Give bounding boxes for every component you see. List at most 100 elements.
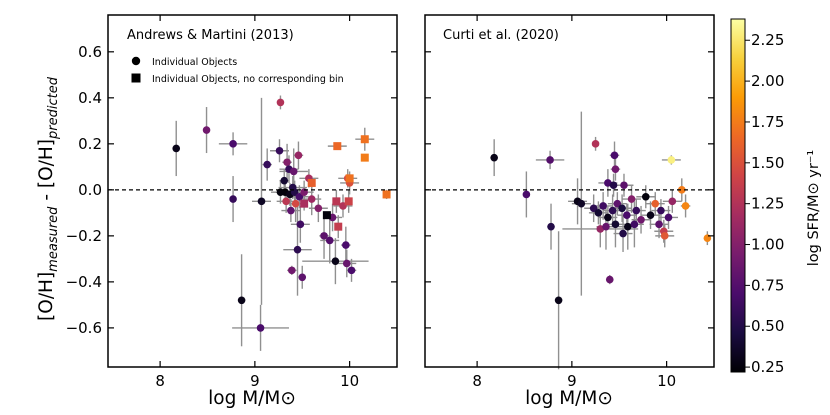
right-circle-point xyxy=(657,206,665,215)
left-circle-point xyxy=(263,160,271,169)
left-xtick-label: 10 xyxy=(340,372,359,390)
right-errorbars xyxy=(493,111,709,370)
right-circle-point xyxy=(611,165,620,173)
right-xtick-label: 8 xyxy=(472,372,482,390)
y-label-sub1: measured xyxy=(46,206,61,272)
right-circle-point xyxy=(613,199,622,208)
left-square-point xyxy=(344,197,353,206)
right-circle-point xyxy=(589,204,598,213)
left-circle-point xyxy=(282,197,290,206)
left-circle-point xyxy=(257,197,266,206)
right-circle-point xyxy=(610,151,619,160)
left-circle-point xyxy=(294,151,303,160)
colorbar-tick-label: 1.50 xyxy=(751,154,784,172)
right-circle-point xyxy=(632,206,641,215)
left-errorbars xyxy=(175,95,388,351)
right-circle-point xyxy=(681,202,690,210)
right-circle-point xyxy=(620,181,628,190)
left-square-point xyxy=(333,142,342,151)
right-circle-point xyxy=(490,153,498,162)
left-circle-point xyxy=(276,98,285,107)
left-circle-point xyxy=(256,324,265,332)
right-circle-point xyxy=(627,195,636,203)
left-circle-point xyxy=(295,192,304,201)
right-circle-point xyxy=(646,211,655,219)
right-circle-point xyxy=(623,211,631,219)
left-circle-point xyxy=(229,140,237,148)
left-ytick-label: 0.4 xyxy=(78,89,102,107)
colorbar-tick-label: 1.25 xyxy=(751,195,784,213)
left-circle-point xyxy=(320,232,328,240)
left-circle-point xyxy=(287,206,295,215)
legend-label-no-bin: Individual Objects, no corresponding bin xyxy=(152,74,344,85)
left-circle-point xyxy=(275,146,284,155)
right-circle-point xyxy=(608,206,617,215)
left-square-point xyxy=(334,222,343,231)
right-circle-point xyxy=(609,181,618,190)
right-circle-point xyxy=(677,186,686,194)
colorbar-tick-label: 0.25 xyxy=(751,358,784,376)
left-circle-point xyxy=(288,266,296,275)
right-circle-point xyxy=(623,222,632,231)
right-circle-point xyxy=(547,222,555,231)
left-circle-point xyxy=(202,126,211,134)
left-circle-point xyxy=(342,259,351,268)
left-circle-point xyxy=(347,266,356,275)
left-x-label: log M/M⊙ xyxy=(208,388,296,409)
right-x-label: log M/M⊙ xyxy=(525,388,613,409)
left-ytick-label: −0.4 xyxy=(66,273,102,291)
right-xtick-label: 10 xyxy=(657,372,676,390)
left-circle-point xyxy=(325,236,334,245)
right-circle-point xyxy=(655,220,663,229)
right-x-ticks: 8 9 10 xyxy=(472,15,676,390)
right-circle-point xyxy=(594,209,603,217)
panel-right: 8 9 10 Curti et al. (2020) log M/M⊙ xyxy=(424,14,715,409)
y-axis-label: [O/H]measured - [O/H]predicted xyxy=(36,76,61,321)
right-circle-point xyxy=(604,179,612,187)
left-square-point xyxy=(300,199,309,208)
right-circle-point xyxy=(660,232,669,240)
colorbar: 0.25 0.50 0.75 1.00 1.25 1.50 1.75 2.00 2.25 log… xyxy=(730,18,822,376)
right-circle-point xyxy=(667,156,676,164)
right-circle-point xyxy=(641,192,650,201)
colorbar-tick-label: 2.25 xyxy=(751,31,784,49)
left-square-point xyxy=(307,178,316,187)
left-circle-point xyxy=(314,204,323,213)
right-circle-point xyxy=(591,140,600,148)
right-circle-point xyxy=(668,197,677,206)
left-square-point xyxy=(322,211,331,220)
left-points xyxy=(172,98,391,332)
right-circle-point xyxy=(619,229,627,238)
right-points xyxy=(490,140,712,305)
right-circle-point xyxy=(618,204,626,213)
right-circle-point xyxy=(604,213,612,222)
right-circle-point xyxy=(554,296,563,305)
left-circle-point xyxy=(342,241,350,249)
right-circle-point xyxy=(596,225,605,233)
right-circle-point xyxy=(599,202,607,210)
left-circle-point xyxy=(291,199,300,208)
left-circle-point xyxy=(229,195,237,203)
legend-label-individual: Individual Objects xyxy=(152,57,237,68)
left-xtick-label: 8 xyxy=(155,372,165,390)
right-y-ticks xyxy=(425,51,714,329)
colorbar-tick-label: 1.00 xyxy=(751,236,784,254)
right-circle-point xyxy=(522,190,531,199)
legend-square-marker xyxy=(131,73,141,83)
y-label-mid: - [O/H] xyxy=(36,139,57,207)
right-frame xyxy=(424,14,715,368)
left-title: Andrews & Martini (2013) xyxy=(127,28,294,43)
left-square-point xyxy=(360,135,369,144)
right-circle-point xyxy=(546,156,554,164)
right-circle-point xyxy=(605,275,614,284)
left-circle-point xyxy=(298,273,307,282)
colorbar-tick-label: 2.00 xyxy=(751,72,784,90)
colorbar-tick-label: 1.75 xyxy=(751,113,784,131)
colorbar-tick-label: 0.50 xyxy=(751,317,784,335)
left-square-point xyxy=(332,197,341,206)
left-circle-point xyxy=(296,220,305,229)
right-circle-point xyxy=(611,220,620,229)
left-ytick-label: 0.2 xyxy=(78,135,102,153)
left-ytick-label: 0.0 xyxy=(78,181,102,199)
